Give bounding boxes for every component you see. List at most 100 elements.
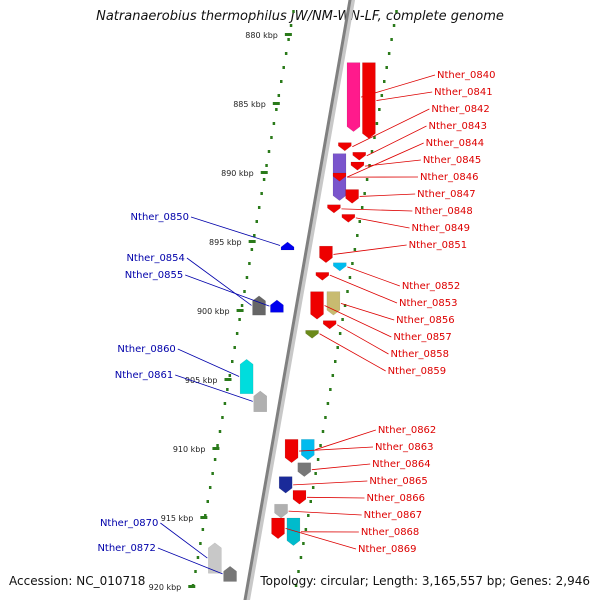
right-dotted-lane: [341, 318, 344, 321]
scale-tick-label: 890 kbp: [221, 169, 254, 178]
gene-label: Nther_0872: [97, 543, 155, 554]
right-dotted-lane: [383, 80, 386, 83]
gene-label: Nther_0846: [420, 172, 478, 183]
right-dotted-lane: [309, 500, 312, 503]
gene-leader-line: [352, 108, 430, 148]
gene-leader-line: [355, 217, 410, 229]
right-dotted-lane: [380, 94, 384, 97]
scale-tick: [236, 309, 244, 312]
scale-tick-label: 910 kbp: [173, 445, 206, 454]
gene-leader-line: [288, 510, 362, 516]
right-dotted-lane: [387, 52, 391, 55]
scale-tick: [272, 102, 280, 105]
gene-nther-0846: [332, 172, 347, 182]
gene-nther-0869: [271, 517, 285, 540]
gene-label: Nther_0863: [375, 442, 433, 453]
gene-nther-0843: [352, 152, 366, 161]
gene-nther-0840: [346, 62, 361, 132]
right-dotted-lane: [331, 374, 335, 377]
right-dotted-lane: [385, 66, 388, 69]
right-dotted-lane: [326, 402, 330, 405]
right-dotted-lane: [358, 220, 361, 223]
left-dotted-lane: [216, 444, 219, 447]
left-dotted-lane: [223, 402, 227, 405]
gene-label: Nther_0844: [426, 138, 484, 149]
right-dotted-lane: [302, 542, 305, 545]
gene-leader-line: [293, 480, 368, 486]
right-dotted-lane: [348, 276, 352, 279]
right-dotted-lane: [370, 150, 374, 153]
gene-label: Nther_0870: [100, 518, 158, 529]
right-dotted-lane: [311, 486, 315, 489]
gene-label: Nther_0848: [414, 206, 472, 217]
gene-label: Nther_0845: [423, 155, 481, 166]
gene-leader-line: [177, 348, 240, 377]
right-dotted-lane: [373, 136, 376, 139]
gene-nther-0848: [327, 204, 341, 214]
right-dotted-lane: [392, 24, 396, 27]
left-dotted-lane: [292, 10, 295, 13]
right-dotted-lane: [395, 10, 398, 13]
gene-leader-line: [376, 91, 433, 101]
gene-label: Nther_0854: [126, 253, 184, 264]
scale-tick-label: 920 kbp: [149, 583, 182, 592]
gene-label: Nther_0855: [125, 270, 183, 281]
scale-tick: [284, 33, 292, 36]
gene-nther-0863: [284, 439, 299, 464]
left-dotted-lane: [235, 332, 239, 335]
gene-label: Nther_0841: [434, 87, 492, 98]
right-dotted-lane: [363, 192, 366, 195]
right-dotted-lane: [299, 556, 303, 559]
right-dotted-lane: [351, 262, 354, 265]
left-dotted-lane: [226, 388, 229, 391]
gene-nther-0861: [253, 390, 268, 412]
gene-label: Nther_0866: [367, 493, 425, 504]
gene-leader-line: [190, 216, 281, 246]
gene-label: Nther_0862: [378, 425, 436, 436]
gene-label: Nther_0869: [358, 544, 416, 555]
gene-nther-0870: [208, 542, 222, 574]
left-dotted-lane: [275, 108, 278, 111]
scale-tick: [248, 240, 256, 243]
left-dotted-lane: [284, 52, 288, 55]
right-dotted-lane: [334, 360, 337, 363]
right-dotted-lane: [319, 444, 322, 447]
gene-leader-line: [347, 266, 400, 287]
gene-nther-0856: [326, 291, 341, 316]
gene-leader-line: [186, 257, 252, 306]
gene-nther-0847: [345, 189, 359, 204]
gene-leader-line: [185, 274, 270, 307]
gene-nther-0849: [341, 214, 356, 223]
scale-tick: [188, 585, 196, 588]
gene-label: Nther_0857: [393, 332, 451, 343]
gene-leader-line: [324, 305, 392, 338]
gene-label: Nther_0865: [369, 476, 427, 487]
gene-leader-line: [285, 527, 357, 550]
left-dotted-lane: [238, 318, 241, 321]
gene-nther-0859: [305, 330, 319, 339]
gene-nther-0865: [278, 476, 293, 494]
gene-leader-line: [175, 374, 253, 402]
right-dotted-lane: [346, 290, 349, 293]
left-dotted-lane: [233, 346, 236, 349]
gene-label: Nther_0867: [364, 510, 422, 521]
gene-leader-line: [329, 274, 398, 304]
left-dotted-lane: [196, 556, 200, 559]
gene-leader-line: [346, 142, 424, 178]
gene-label: Nther_0842: [431, 104, 489, 115]
gene-label: Nther_0850: [131, 212, 189, 223]
backbone: [243, 0, 352, 600]
gene-nther-0862: [301, 439, 315, 461]
gene-nther-0855: [270, 299, 284, 313]
gene-leader-line: [315, 429, 376, 451]
left-dotted-lane: [270, 136, 273, 139]
gene-nther-0852: [333, 262, 347, 272]
gene-nther-0857: [310, 291, 324, 320]
gene-nther-0845: [350, 161, 365, 171]
left-dotted-lane: [228, 374, 232, 377]
gene-leader-line: [340, 303, 395, 321]
left-dotted-lane: [287, 38, 290, 41]
left-dotted-lane: [282, 66, 285, 69]
gene-label: Nther_0858: [391, 349, 449, 360]
gene-nther-0854: [252, 295, 266, 316]
